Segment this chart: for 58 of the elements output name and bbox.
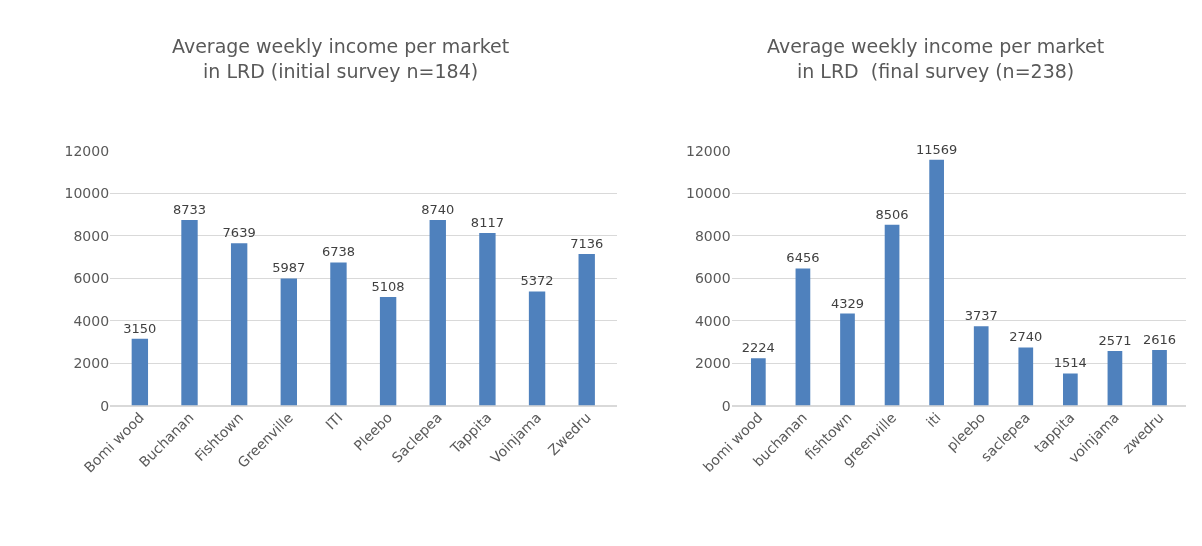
data-label: 7136: [570, 235, 604, 251]
y-tick-label: 10000: [686, 185, 731, 201]
data-label: 8506: [875, 206, 909, 222]
data-label: 6456: [786, 250, 820, 266]
data-label: 4329: [830, 295, 865, 311]
data-label: 6738: [321, 244, 355, 260]
data-label: 11569: [915, 141, 958, 157]
y-tick-label: 4000: [694, 312, 731, 329]
x-tick-label: iti: [923, 409, 944, 431]
bar: [429, 219, 446, 406]
bar: [379, 297, 397, 406]
data-label: 5372: [520, 273, 554, 289]
bar: [795, 268, 811, 406]
y-tick-label: 10000: [64, 185, 110, 201]
bar: [280, 278, 297, 406]
bar: [1107, 350, 1123, 406]
data-label: 8740: [421, 201, 455, 217]
bar: [1063, 373, 1078, 406]
y-tick-label: 2000: [73, 355, 110, 371]
data-label: 2616: [1142, 332, 1177, 348]
data-label: 2571: [1098, 332, 1132, 348]
y-tick-label: 8000: [694, 227, 731, 244]
bar: [330, 262, 347, 406]
bar: [884, 224, 900, 406]
data-label: 8733: [172, 202, 207, 218]
y-tick-label: 0: [100, 397, 110, 414]
bar: [973, 326, 989, 406]
x-tick-label: ITI: [322, 409, 346, 433]
data-label: 5108: [371, 279, 405, 295]
data-label: 8117: [470, 215, 504, 231]
y-tick-label: 12000: [686, 142, 731, 159]
bar: [479, 233, 496, 406]
chart-title: Average weekly income per market in LRD (final survey (n=238): [767, 35, 1105, 82]
bar: [131, 338, 149, 406]
data-label: 2224: [741, 340, 775, 356]
bar: [528, 291, 546, 406]
chart-title: Average weekly income per market in LRD (initial survey n=184): [172, 35, 510, 82]
y-tick-label: 0: [721, 397, 731, 414]
data-label: 3737: [964, 308, 998, 324]
y-tick-label: 12000: [64, 142, 110, 159]
bar: [1152, 350, 1167, 406]
bar: [181, 220, 198, 406]
data-label: 7639: [222, 225, 256, 241]
data-label: 3150: [123, 320, 157, 336]
bar: [230, 243, 248, 406]
y-tick-label: 4000: [73, 312, 110, 329]
bar: [929, 159, 944, 406]
y-tick-label: 6000: [73, 270, 110, 286]
data-label: 2740: [1009, 329, 1043, 345]
y-tick-label: 2000: [694, 355, 731, 371]
y-tick-label: 8000: [73, 227, 110, 244]
y-tick-label: 6000: [694, 270, 731, 286]
bar: [750, 358, 766, 406]
bar: [1018, 347, 1034, 406]
data-label: 5987: [272, 260, 306, 276]
bar: [840, 313, 855, 406]
bar: [578, 253, 595, 406]
data-label: 1514: [1053, 355, 1087, 371]
